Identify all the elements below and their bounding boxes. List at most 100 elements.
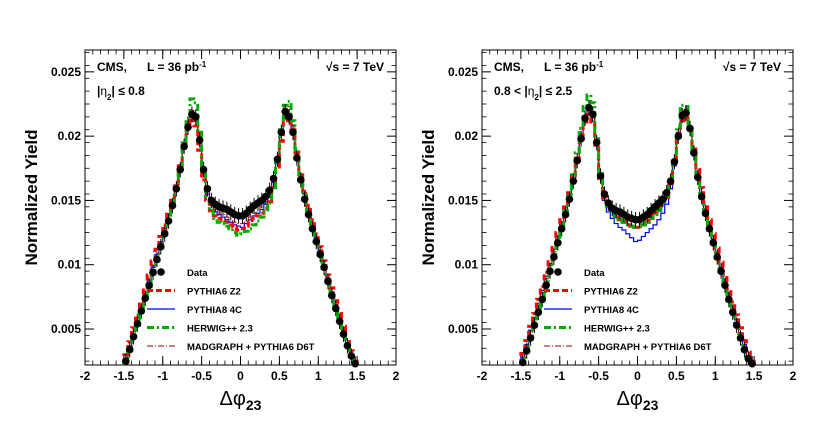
data-point-right (557, 224, 566, 233)
x-axis-label-left: Δφ23 (220, 388, 262, 413)
data-point-right (573, 156, 582, 165)
x-tick-label-right: 0.5 (668, 369, 685, 383)
x-tick-label-right: -2 (477, 369, 488, 383)
x-tick-label-left: -1.5 (114, 369, 135, 383)
legend-marker-data-right (554, 268, 562, 276)
data-point-left (195, 136, 204, 144)
energy-text-left: s = 7 TeV (333, 60, 384, 74)
data-point-right (670, 158, 679, 166)
x-tick-label-left: -2 (80, 369, 91, 383)
data-point-left (199, 165, 208, 174)
data-point-right (736, 334, 745, 342)
data-point-left (160, 230, 169, 238)
luminosity-text-left: L = 36 pb (147, 60, 199, 74)
x-tick-label-left: 1.5 (349, 369, 366, 383)
eta-subscript-right: 2 (534, 93, 539, 102)
eta-subscript-left: 2 (107, 93, 112, 102)
data-point-left (320, 263, 328, 272)
data-point-right (705, 224, 714, 233)
data-point-left (269, 174, 278, 183)
eta-selection-left: |η2| ≤ 0.8 (97, 84, 145, 102)
x-axis-label-sub-left: 23 (246, 397, 262, 413)
x-tick-label-right: 0 (634, 369, 641, 383)
data-point-right (693, 173, 702, 182)
data-point-right (682, 109, 690, 117)
sqrt-symbol-left: √ (326, 60, 333, 74)
axis-ticks-left: -2 -1.5 -1 -0.5 0 0.5 1 1.5 2 0.005 0.01 0.015 0.02 0… (51, 50, 400, 383)
data-point-left (164, 217, 173, 225)
energy-text-right: s = 7 TeV (730, 60, 781, 74)
experiment-label-left: CMS, (97, 60, 127, 74)
data-point-right (588, 110, 597, 119)
x-axis-label-main-right: Δφ (617, 388, 643, 410)
legend-right: Data PYTHIA6 Z2 PYTHIA8 4C HERWIG++ 2.3 MADG… (544, 268, 712, 353)
data-point-left (203, 185, 212, 193)
data-point-right (554, 239, 562, 247)
y-tick-label-right: 0.005 (448, 322, 478, 336)
data-point-right (744, 354, 753, 363)
luminosity-label-right: L = 36 pb-1 (544, 60, 604, 75)
eta-selection-prefix-left: | (97, 84, 100, 98)
data-point-right (565, 195, 574, 203)
data-point-left (339, 330, 348, 338)
data-point-left (157, 242, 165, 251)
energy-label-right: √s = 7 TeV (723, 60, 781, 74)
data-point-left (133, 320, 142, 328)
legend-label-pythia8_4c-right: PYTHIA8 4C (584, 305, 639, 316)
data-point-right (686, 124, 694, 133)
y-tick-label-left: 0.01 (58, 258, 82, 272)
data-point-left (137, 307, 146, 315)
x-tick-label-right: -1.5 (511, 369, 532, 383)
data-point-left (141, 294, 150, 302)
data-point-left (316, 250, 324, 259)
legend-marker-data-left (157, 268, 165, 276)
data-point-left (328, 291, 336, 300)
data-point-left (324, 277, 332, 286)
data-point-left (176, 165, 185, 174)
data-point-right (542, 281, 550, 290)
data-point-left (331, 304, 340, 313)
x-axis-label-sub-right: 23 (643, 397, 659, 413)
data-point-left (265, 186, 274, 194)
legend-left: Data PYTHIA6 Z2 PYTHIA8 4C HERWIG++ 2.3 MADG… (147, 268, 315, 353)
data-point-right (585, 104, 593, 112)
data-point-right (728, 308, 737, 317)
legend-label-data-right: Data (584, 268, 605, 279)
data-point-right (748, 359, 756, 368)
sqrt-symbol-right: √ (723, 60, 730, 74)
legend-label-herwig-right: HERWIG++ 2.3 (584, 324, 650, 335)
luminosity-text-right: L = 36 pb (544, 60, 596, 74)
data-point-left (335, 317, 344, 326)
data-point-right (538, 295, 547, 304)
data-point-left (277, 128, 286, 137)
y-tick-label-right: 0.02 (455, 129, 479, 143)
legend-label-data-left: Data (187, 268, 208, 279)
data-point-right (658, 195, 667, 203)
data-point-left (168, 201, 177, 210)
data-point-left (261, 192, 270, 201)
data-point-right (701, 209, 710, 218)
y-tick-label-left: 0.02 (58, 129, 82, 143)
eta-selection-suffix-left: | ≤ 0.8 (112, 84, 146, 98)
x-tick-label-left: 0.5 (271, 369, 288, 383)
x-tick-label-left: -0.5 (191, 369, 212, 383)
y-tick-label-right: 0.015 (448, 193, 478, 207)
series-group-right (519, 93, 756, 368)
data-point-right (526, 334, 535, 342)
y-axis-label-right: Normalized Yield (419, 129, 438, 265)
eta-selection-right: 0.8 < |η2| ≤ 2.5 (494, 84, 572, 102)
legend-label-madgraph-right: MADGRAPH + PYTHIA6 D6T (584, 342, 712, 353)
x-tick-label-right: 1.5 (746, 369, 763, 383)
panel-left: -2 -1.5 -1 -0.5 0 0.5 1 1.5 2 0.005 0.01 0.015 0.02 0… (22, 49, 400, 413)
data-point-left (289, 128, 297, 137)
data-point-left (191, 113, 200, 121)
data-point-right (732, 321, 741, 329)
data-point-left (125, 345, 134, 354)
data-point-right (690, 149, 698, 157)
data-point-left (351, 359, 359, 368)
data-point-left (312, 237, 321, 246)
luminosity-exponent-right: -1 (596, 60, 604, 69)
data-point-left (172, 185, 181, 193)
